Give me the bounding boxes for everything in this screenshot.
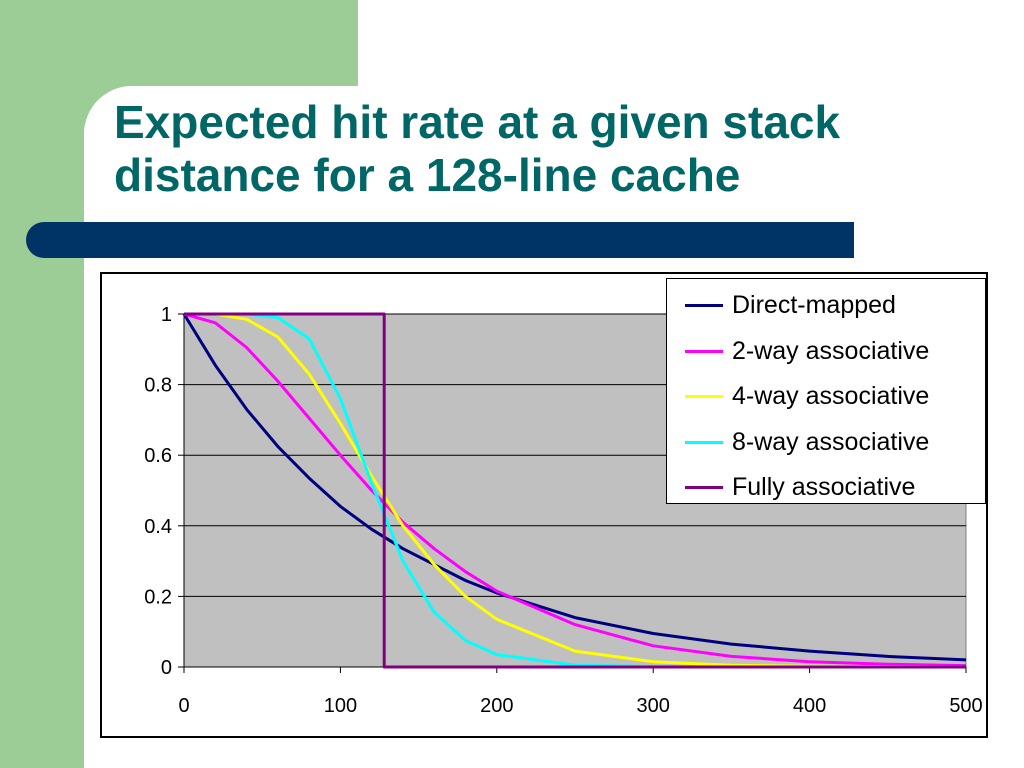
x-tick-label: 400 (793, 695, 826, 717)
legend-swatch-direct-mapped (685, 304, 723, 308)
legend-swatch-8-way (685, 440, 723, 444)
y-tick-label: 1 (161, 304, 172, 326)
y-tick-label: 0.4 (144, 516, 172, 538)
legend-swatch-4-way (685, 395, 723, 399)
x-tick-label: 0 (178, 695, 189, 717)
y-tick-label: 0.6 (144, 445, 172, 467)
y-tick-label: 0.2 (144, 586, 172, 608)
x-tick-label: 300 (637, 695, 670, 717)
legend-label: 4-way associative (732, 382, 930, 411)
legend-label: 8-way associative (732, 427, 930, 456)
series-line-1 (183, 312, 967, 668)
title-underline-bar (26, 222, 854, 258)
series-line-4 (184, 312, 966, 669)
slide-title: Expected hit rate at a given stack dista… (114, 96, 841, 201)
legend-item-direct-mapped: Direct-mapped (685, 283, 985, 329)
legend-swatch-2-way (685, 349, 723, 353)
x-tick-label: 100 (324, 695, 357, 717)
chart-legend: Direct-mapped 2-way associative 4-way as… (666, 278, 986, 504)
legend-label: Direct-mapped (732, 291, 896, 320)
legend-label: 2-way associative (732, 336, 930, 365)
legend-item-4-way: 4-way associative (685, 374, 985, 420)
x-tick-label: 500 (949, 695, 982, 717)
legend-item-fully-associative: Fully associative (685, 465, 985, 511)
legend-item-8-way: 8-way associative (685, 420, 985, 466)
y-tick-label: 0 (161, 657, 172, 679)
legend-swatch-fully-associative (685, 486, 723, 490)
y-tick-label: 0.8 (144, 375, 172, 397)
legend-item-2-way: 2-way associative (685, 329, 985, 375)
x-tick-label: 200 (480, 695, 513, 717)
legend-label: Fully associative (732, 473, 916, 502)
